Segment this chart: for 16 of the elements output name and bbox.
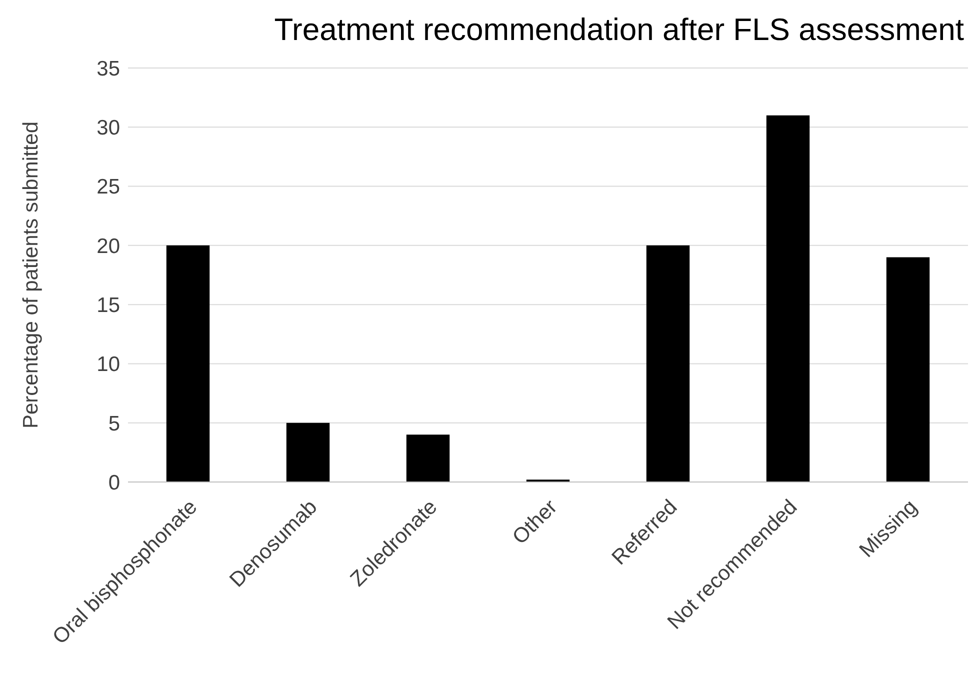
y-tick-label: 30	[96, 116, 120, 140]
bar	[646, 245, 690, 482]
y-tick-label: 15	[96, 294, 120, 318]
y-tick-label: 5	[108, 412, 120, 436]
chart-title: Treatment recommendation after FLS assessment	[273, 11, 965, 49]
bar	[766, 115, 810, 482]
y-tick-label: 10	[96, 353, 120, 376]
bar	[286, 422, 330, 482]
y-tick-label: 0	[108, 471, 120, 494]
y-tick-label: 25	[96, 176, 120, 199]
y-tick-label: 35	[96, 57, 120, 80]
bar	[166, 245, 210, 482]
y-tick-label: 20	[96, 234, 120, 258]
y-axis-title: Percentage of patients submitted	[19, 121, 42, 429]
bar	[406, 434, 450, 482]
bar	[886, 257, 930, 482]
